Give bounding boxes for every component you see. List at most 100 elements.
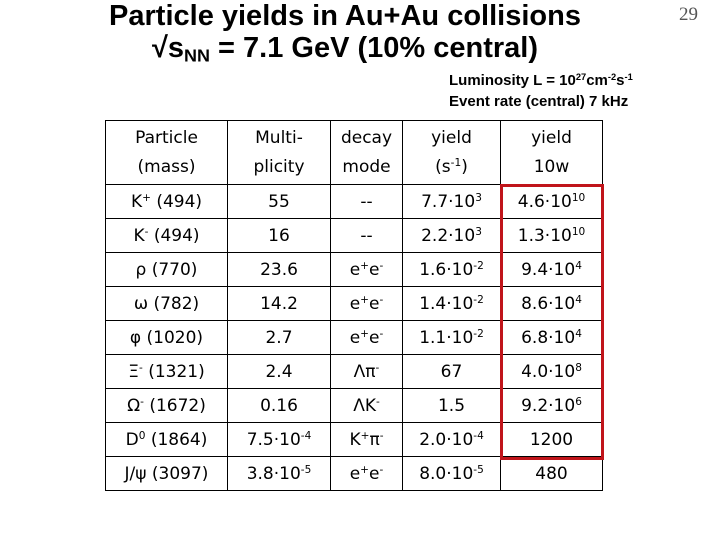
header-line: Multi- xyxy=(228,124,330,153)
text: 1.1·10 xyxy=(419,327,474,348)
data-row: K+ (494) 55 -- 7.7·103 4.6·1010 xyxy=(105,184,603,219)
data-row: φ (1020) 2.7 e+e- 1.1·10-2 6.8·104 xyxy=(105,320,603,355)
superscript: 4 xyxy=(575,327,582,340)
cell: K- (494) xyxy=(105,218,228,253)
cell: K+π- xyxy=(330,422,403,457)
text: ω (782) xyxy=(133,293,200,314)
text: 9.4·10 xyxy=(521,259,576,280)
data-row: K- (494) 16 -- 2.2·103 1.3·1010 xyxy=(105,218,603,253)
text: 1200 xyxy=(529,429,574,450)
superscript: - xyxy=(379,327,384,340)
cell: D0 (1864) xyxy=(105,422,228,457)
text: D xyxy=(125,429,139,450)
text: (494) xyxy=(148,225,200,246)
superscript: - xyxy=(140,395,144,408)
cell: -- xyxy=(330,184,403,219)
text: 67 xyxy=(440,361,463,382)
text: 8.0·10 xyxy=(419,463,474,484)
text: J/ψ (3097) xyxy=(124,463,209,484)
cell: 6.8·104 xyxy=(500,320,603,355)
data-row: J/ψ (3097) 3.8·10-5 e+e- 8.0·10-5 480 xyxy=(105,456,603,491)
text: 6.8·10 xyxy=(521,327,576,348)
superscript: - xyxy=(379,259,384,272)
text: yield xyxy=(531,127,572,148)
text: e xyxy=(349,463,361,484)
cell: φ (1020) xyxy=(105,320,228,355)
text: (494) xyxy=(150,191,203,212)
superscript: 27 xyxy=(575,71,587,82)
text: 0.16 xyxy=(260,395,298,416)
text: = 7.1 GeV (10% central) xyxy=(209,32,539,64)
text: e xyxy=(369,463,380,484)
cell: 4.0·108 xyxy=(500,354,603,389)
superscript: + xyxy=(360,293,369,306)
superscript: - xyxy=(375,361,380,374)
text: 1.6·10 xyxy=(419,259,474,280)
superscript: 6 xyxy=(575,395,582,408)
cell: 8.6·104 xyxy=(500,286,603,321)
header-cell: Particle (mass) xyxy=(105,120,228,185)
data-row: Ω- (1672) 0.16 ΛK- 1.5 9.2·106 xyxy=(105,388,603,423)
header-row: Particle (mass) Multi-plicity decay mode yiel… xyxy=(105,120,603,185)
cell: 1.5 xyxy=(402,388,501,423)
superscript: 8 xyxy=(575,361,582,374)
superscript: 3 xyxy=(475,191,482,204)
superscript: - xyxy=(379,463,384,476)
cell: 7.7·103 xyxy=(402,184,501,219)
superscript: - xyxy=(379,429,384,442)
yield-table: Particle (mass) Multi-plicity decay mode yiel… xyxy=(105,120,603,491)
superscript: -2 xyxy=(607,71,617,82)
title-line: √sNN = 7.1 GeV (10% central) xyxy=(0,32,705,64)
title: Particle yields in Au+Au collisions √sNN … xyxy=(0,0,720,64)
text: K xyxy=(130,191,143,212)
header-line: Particle xyxy=(106,124,227,153)
run-notes: Luminosity L = 1027cm-2s-1 Event rate (ce… xyxy=(449,70,633,112)
subscript: NN xyxy=(184,45,210,66)
header-line: mode xyxy=(331,153,402,182)
cell: 1.1·10-2 xyxy=(402,320,501,355)
cell: 16 xyxy=(227,218,331,253)
text: 3.8·10 xyxy=(246,463,301,484)
text: Particle yields in Au+Au collisions xyxy=(109,0,581,32)
cell: 1.4·10-2 xyxy=(402,286,501,321)
text: (mass) xyxy=(137,156,196,177)
header-line: yield xyxy=(403,124,500,153)
text: φ (1020) xyxy=(129,327,204,348)
text: 14.2 xyxy=(260,293,298,314)
superscript: 10 xyxy=(571,225,586,238)
superscript: -1 xyxy=(624,71,633,82)
text: ρ (770) xyxy=(135,259,198,280)
data-row: ω (782) 14.2 e+e- 1.4·10-2 8.6·104 xyxy=(105,286,603,321)
text: -- xyxy=(360,225,373,246)
text: K xyxy=(133,225,145,246)
note-line: Luminosity L = 1027cm-2s-1 xyxy=(449,70,633,91)
text: cm xyxy=(586,72,608,89)
cell: Λπ- xyxy=(330,354,403,389)
header-cell: yield (s-1) xyxy=(402,120,501,185)
text: 2.4 xyxy=(265,361,293,382)
text: Particle xyxy=(135,127,198,148)
text: √s xyxy=(151,32,185,64)
text: decay xyxy=(340,127,393,148)
text: plicity xyxy=(253,156,305,177)
text: K xyxy=(349,429,361,450)
text: s xyxy=(616,72,625,89)
cell: e+e- xyxy=(330,456,403,491)
data-row: D0 (1864) 7.5·10-4 K+π- 2.0·10-4 1200 xyxy=(105,422,603,457)
text: e xyxy=(369,259,380,280)
text: 2.0·10 xyxy=(419,429,474,450)
text: (s xyxy=(435,156,451,177)
text: 480 xyxy=(535,463,568,484)
text: e xyxy=(349,327,361,348)
text: (1672) xyxy=(143,395,206,416)
superscript: -1 xyxy=(450,156,462,169)
text: 7.7·10 xyxy=(421,191,476,212)
cell: 1200 xyxy=(500,422,603,457)
text: Ω xyxy=(127,395,141,416)
text: Luminosity L = 10 xyxy=(449,72,576,89)
text: mode xyxy=(342,156,391,177)
text: (1864) xyxy=(145,429,208,450)
superscript: 4 xyxy=(575,259,582,272)
header-line: decay xyxy=(331,124,402,153)
cell: 8.0·10-5 xyxy=(402,456,501,491)
